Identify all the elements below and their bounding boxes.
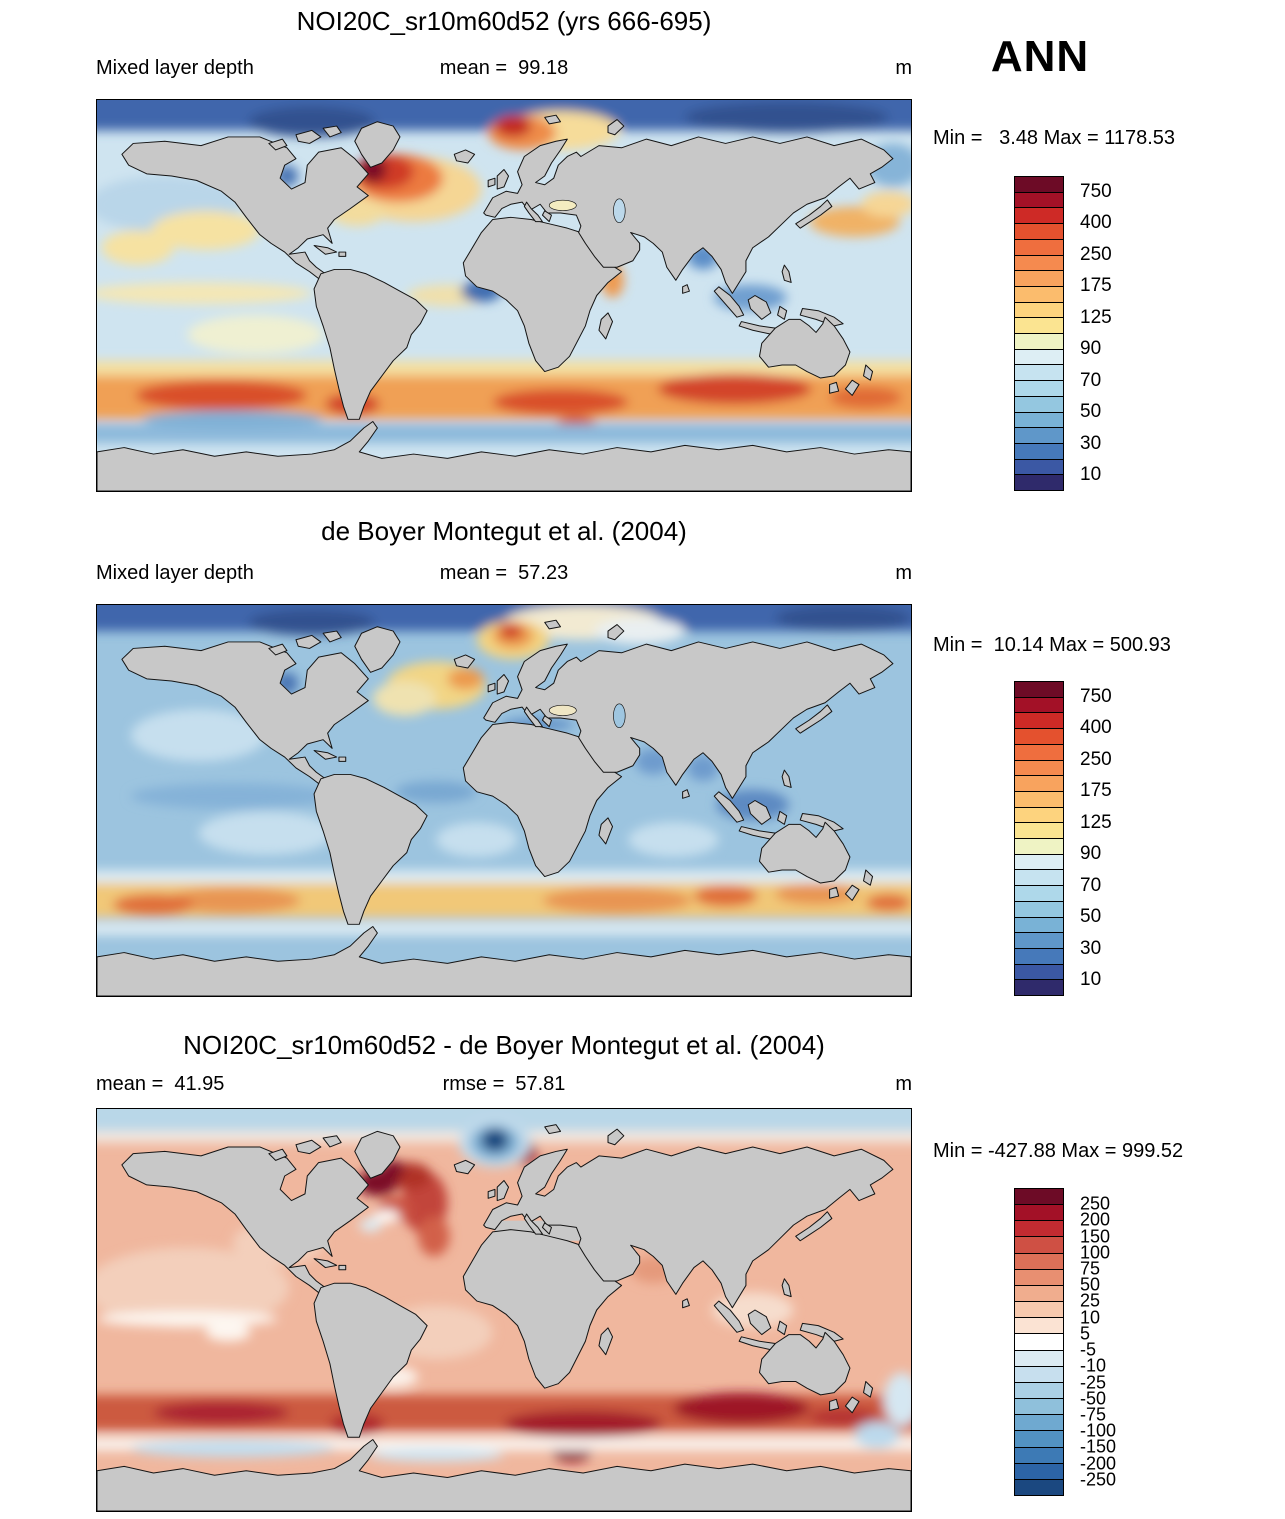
ocean-field-obs — [97, 605, 911, 936]
colorbar-tick-label: 125 — [1080, 811, 1112, 833]
colorbar-tick-label: 70 — [1080, 874, 1102, 896]
ocean-field-model — [97, 100, 911, 444]
colorbar-tick-label: 125 — [1080, 306, 1112, 328]
map-difference-mld — [96, 1108, 912, 1512]
colorbar-tick-label: 175 — [1080, 275, 1112, 297]
colorbar-panel-2: 750 400 250 175 125 90 70 50 30 10 — [1014, 681, 1112, 996]
panel-1-mean: mean = 99.18 — [439, 57, 569, 79]
colorbar-tick-label: 5 — [1080, 1323, 1091, 1344]
caspian-sea — [613, 198, 626, 224]
panel-2-field-label: Mixed layer depth — [96, 562, 254, 584]
panel-3-mean: mean = 41.95 — [96, 1073, 225, 1095]
colorbar-tick-label: -50 — [1080, 1388, 1107, 1409]
panel-2-title: de Boyer Montegut et al. (2004) — [321, 516, 687, 546]
colorbar-tick-label: 30 — [1080, 937, 1102, 959]
colorbar-cells — [1014, 681, 1064, 996]
panel-1-units: m — [895, 57, 912, 79]
colorbar-cells — [1014, 1188, 1064, 1496]
colorbar-tick-label: 200 — [1080, 1209, 1111, 1230]
map-model-mld — [96, 99, 912, 492]
colorbar-tick-label: 250 — [1080, 748, 1112, 770]
colorbar-tick-label: 100 — [1080, 1242, 1111, 1263]
colorbar-tick-label: 75 — [1080, 1258, 1101, 1279]
colorbar-tick-label: -25 — [1080, 1372, 1107, 1393]
colorbar-panel-1: 750 400 250 175 125 90 70 50 30 10 — [1014, 176, 1112, 491]
colorbar-tick-label: 90 — [1080, 338, 1102, 360]
panel-3-title: NOI20C_sr10m60d52 - de Boyer Montegut et… — [183, 1030, 825, 1060]
colorbar-cells — [1014, 176, 1064, 491]
colorbar-tick-label: 10 — [1080, 969, 1102, 991]
panel-1-field-label: Mixed layer depth — [96, 57, 254, 79]
colorbar-tick-label: -5 — [1080, 1339, 1097, 1360]
panel-1-minmax: Min = 3.48 Max = 1178.53 — [933, 127, 1176, 149]
colorbar-tick-label: 250 — [1080, 1193, 1111, 1214]
map-diff-svg — [97, 1109, 911, 1511]
season-label: ANN — [990, 32, 1090, 81]
colorbar-tick-label: 50 — [1080, 1274, 1101, 1295]
panel-2-mean: mean = 57.23 — [439, 562, 569, 584]
map-observations-mld — [96, 604, 912, 997]
colorbar-tick-label: 750 — [1080, 685, 1112, 707]
colorbar-panel-3: 250 200 150 100 75 50 25 10 5 -5 -10 -25 -50 -75 -100-… — [1014, 1188, 1116, 1496]
colorbar-tick-label: 250 — [1080, 243, 1112, 265]
panel-1-title: NOI20C_sr10m60d52 (yrs 666-695) — [296, 6, 712, 36]
caspian-sea — [613, 703, 626, 729]
colorbar-tick-label: 400 — [1080, 717, 1112, 739]
colorbar-tick-label: 400 — [1080, 212, 1112, 234]
colorbar-tick-label: 150 — [1080, 1226, 1111, 1247]
map-model-svg — [97, 100, 911, 491]
map-obs-svg — [97, 605, 911, 996]
colorbar-tick-label: 90 — [1080, 843, 1102, 865]
panel-2-units: m — [895, 562, 912, 584]
colorbar-tick-label: 50 — [1080, 401, 1102, 423]
black-sea — [548, 199, 577, 211]
panel-3-rmse: rmse = 57.81 — [442, 1073, 566, 1095]
colorbar-tick-label: 70 — [1080, 369, 1102, 391]
panel-3-minmax: Min = -427.88 Max = 999.52 — [933, 1140, 1184, 1162]
colorbar-tick-label: 175 — [1080, 780, 1112, 802]
colorbar-tick-label: 10 — [1080, 464, 1102, 486]
panel-2-minmax: Min = 10.14 Max = 500.93 — [933, 634, 1171, 656]
colorbar-tick-label: -10 — [1080, 1355, 1107, 1376]
colorbar-tick-label: -75 — [1080, 1404, 1107, 1425]
colorbar-tick-label: -200 — [1080, 1453, 1117, 1474]
colorbar-tick-label: 25 — [1080, 1290, 1101, 1311]
colorbar-tick-label: 750 — [1080, 180, 1112, 202]
colorbar-tick-label: -250 — [1080, 1469, 1117, 1490]
black-sea — [548, 704, 577, 716]
colorbar-tick-label: -150 — [1080, 1436, 1117, 1457]
colorbar-tick-label: 10 — [1080, 1307, 1101, 1328]
panel-3-units: m — [895, 1073, 912, 1095]
colorbar-tick-label: 50 — [1080, 906, 1102, 928]
colorbar-tick-label: 30 — [1080, 432, 1102, 454]
colorbar-tick-label: -100 — [1080, 1420, 1117, 1441]
